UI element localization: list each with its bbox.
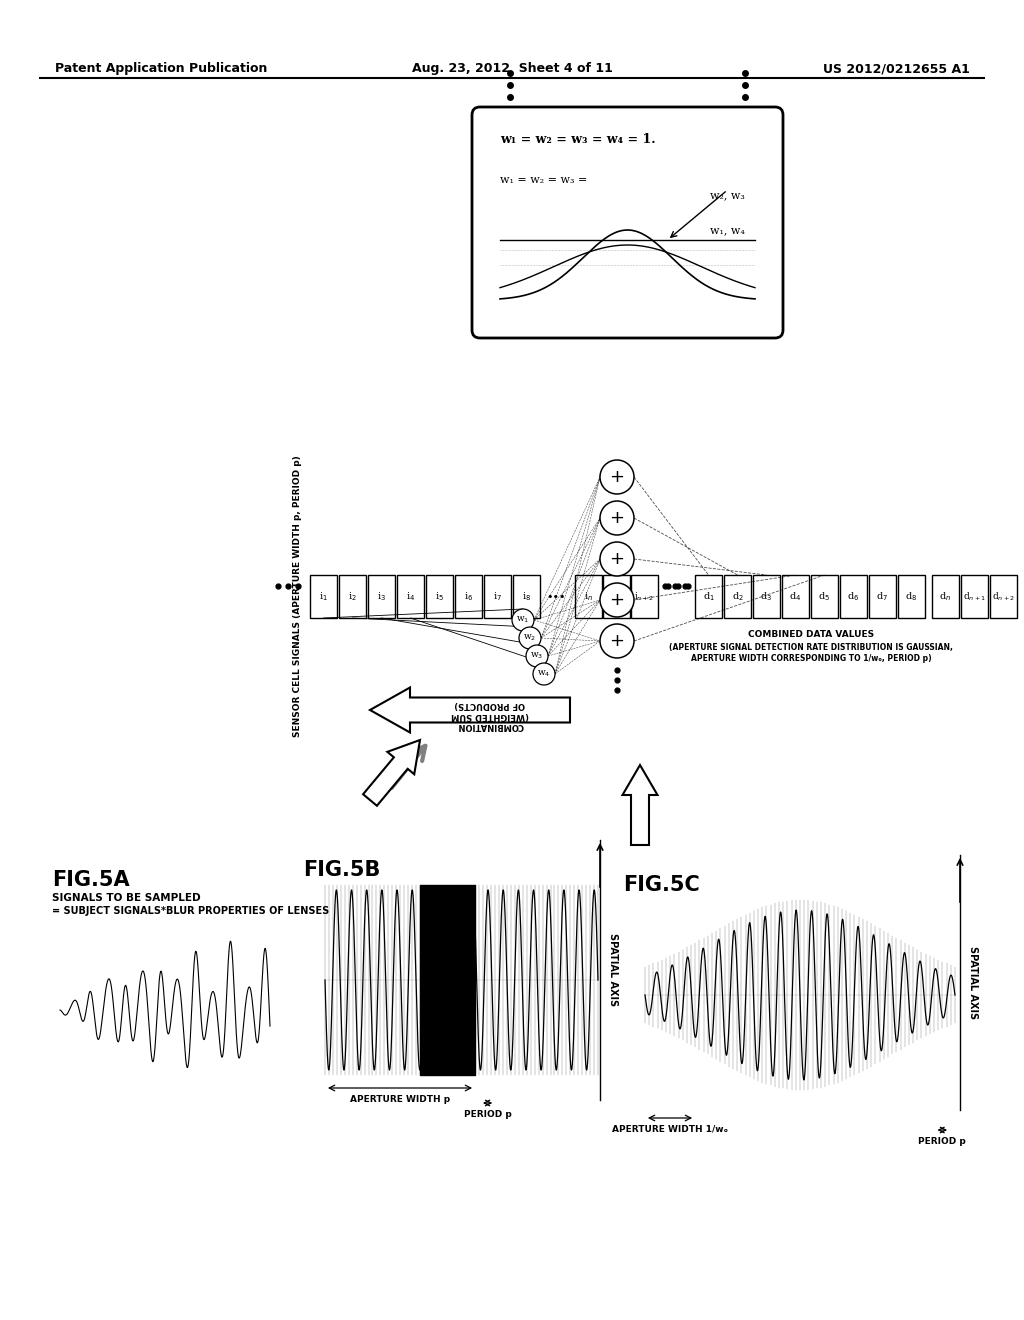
- Text: +: +: [609, 550, 625, 568]
- Text: w₁ = w₂ = w₃ =: w₁ = w₂ = w₃ =: [500, 176, 588, 185]
- Text: SIGNALS TO BE SAMPLED: SIGNALS TO BE SAMPLED: [52, 894, 201, 903]
- Text: w$_1$: w$_1$: [516, 615, 529, 626]
- Bar: [932, 576, 959, 618]
- Text: d$_3$: d$_3$: [761, 590, 772, 603]
- Text: FIG.5A: FIG.5A: [52, 870, 130, 890]
- Text: APERTURE WIDTH CORRESPONDING TO 1/wₒ, PERIOD p): APERTURE WIDTH CORRESPONDING TO 1/wₒ, PE…: [690, 653, 931, 663]
- Text: Patent Application Publication: Patent Application Publication: [55, 62, 267, 75]
- Text: i$_1$: i$_1$: [319, 590, 328, 603]
- Text: i$_4$: i$_4$: [406, 590, 415, 603]
- Text: d$_2$: d$_2$: [731, 590, 743, 603]
- Text: SPATIAL AXIS: SPATIAL AXIS: [608, 933, 618, 1007]
- Text: d$_6$: d$_6$: [848, 590, 859, 603]
- Text: +: +: [609, 591, 625, 609]
- Bar: [898, 576, 925, 618]
- Circle shape: [600, 583, 634, 616]
- Text: +: +: [609, 469, 625, 486]
- Circle shape: [519, 627, 541, 649]
- Circle shape: [526, 645, 548, 667]
- Text: i$_6$: i$_6$: [464, 590, 473, 603]
- Text: (APERTURE SIGNAL DETECTION RATE DISTRIBUTION IS GAUSSIAN,: (APERTURE SIGNAL DETECTION RATE DISTRIBU…: [669, 643, 953, 652]
- Text: COMBINED DATA VALUES: COMBINED DATA VALUES: [748, 630, 874, 639]
- Bar: [869, 576, 896, 618]
- Bar: [961, 576, 988, 618]
- Text: w₁, w₄: w₁, w₄: [710, 224, 744, 235]
- Text: FIG.5B: FIG.5B: [303, 861, 380, 880]
- Bar: [310, 576, 337, 618]
- Text: PERIOD p: PERIOD p: [919, 1137, 966, 1146]
- FancyBboxPatch shape: [472, 107, 783, 338]
- Bar: [426, 576, 453, 618]
- Circle shape: [600, 459, 634, 494]
- Bar: [990, 576, 1017, 618]
- Text: i$_n$: i$_n$: [584, 590, 593, 603]
- Circle shape: [512, 609, 534, 631]
- Text: d$_1$: d$_1$: [702, 590, 715, 603]
- Text: APERTURE WIDTH p: APERTURE WIDTH p: [350, 1096, 451, 1104]
- Bar: [368, 576, 395, 618]
- Bar: [840, 576, 867, 618]
- Text: w$_3$: w$_3$: [530, 651, 544, 661]
- Text: +: +: [609, 510, 625, 527]
- Bar: [575, 576, 602, 618]
- Text: w₁ = w₂ = w₃ = w₄ = 1.: w₁ = w₂ = w₃ = w₄ = 1.: [500, 133, 655, 147]
- Text: Aug. 23, 2012  Sheet 4 of 11: Aug. 23, 2012 Sheet 4 of 11: [412, 62, 612, 75]
- Text: FIG.5C: FIG.5C: [623, 875, 699, 895]
- Bar: [397, 576, 424, 618]
- Bar: [811, 576, 838, 618]
- Text: SENSOR CELL SIGNALS (APERTURE WIDTH p, PERIOD p): SENSOR CELL SIGNALS (APERTURE WIDTH p, P…: [293, 455, 302, 737]
- Text: SPATIAL AXIS: SPATIAL AXIS: [968, 946, 978, 1019]
- Text: i$_8$: i$_8$: [522, 590, 531, 603]
- Text: COMBINATION
(WEIGHTED SUM
OF PRODUCTS): COMBINATION (WEIGHTED SUM OF PRODUCTS): [451, 700, 529, 730]
- Bar: [724, 576, 751, 618]
- Bar: [782, 576, 809, 618]
- Circle shape: [600, 543, 634, 576]
- Text: •••: •••: [546, 591, 565, 602]
- Circle shape: [600, 502, 634, 535]
- Text: w₂, w₃: w₂, w₃: [710, 190, 744, 201]
- Circle shape: [600, 624, 634, 657]
- Text: i$_7$: i$_7$: [493, 590, 502, 603]
- Text: US 2012/0212655 A1: US 2012/0212655 A1: [823, 62, 970, 75]
- Text: d$_{n+1}$: d$_{n+1}$: [963, 590, 986, 603]
- Text: d$_7$: d$_7$: [877, 590, 889, 603]
- Bar: [484, 576, 511, 618]
- Text: = SUBJECT SIGNALS*BLUR PROPERTIES OF LENSES: = SUBJECT SIGNALS*BLUR PROPERTIES OF LEN…: [52, 906, 330, 916]
- Bar: [631, 576, 658, 618]
- Text: PERIOD p: PERIOD p: [464, 1110, 511, 1119]
- Bar: [695, 576, 722, 618]
- Text: i$_3$: i$_3$: [377, 590, 386, 603]
- Bar: [513, 576, 540, 618]
- Bar: [339, 576, 366, 618]
- Bar: [753, 576, 780, 618]
- FancyArrow shape: [623, 766, 657, 845]
- Text: i$_2$: i$_2$: [348, 590, 357, 603]
- Bar: [603, 576, 630, 618]
- FancyArrow shape: [364, 741, 420, 805]
- Text: w$_2$: w$_2$: [523, 632, 537, 643]
- Text: i$_5$: i$_5$: [435, 590, 444, 603]
- FancyArrow shape: [370, 688, 570, 733]
- Bar: [455, 576, 482, 618]
- Text: +: +: [609, 632, 625, 649]
- Text: i$_{n+1}$: i$_{n+1}$: [606, 590, 627, 603]
- Circle shape: [534, 663, 555, 685]
- Text: d$_5$: d$_5$: [818, 590, 830, 603]
- Text: d$_4$: d$_4$: [790, 590, 802, 603]
- Text: d$_8$: d$_8$: [905, 590, 918, 603]
- Text: w$_4$: w$_4$: [538, 669, 551, 680]
- Text: d$_n$: d$_n$: [939, 590, 951, 603]
- Text: i$_{n+2}$: i$_{n+2}$: [635, 590, 654, 603]
- Text: APERTURE WIDTH 1/wₒ: APERTURE WIDTH 1/wₒ: [612, 1125, 728, 1134]
- Text: d$_{n+2}$: d$_{n+2}$: [992, 590, 1015, 603]
